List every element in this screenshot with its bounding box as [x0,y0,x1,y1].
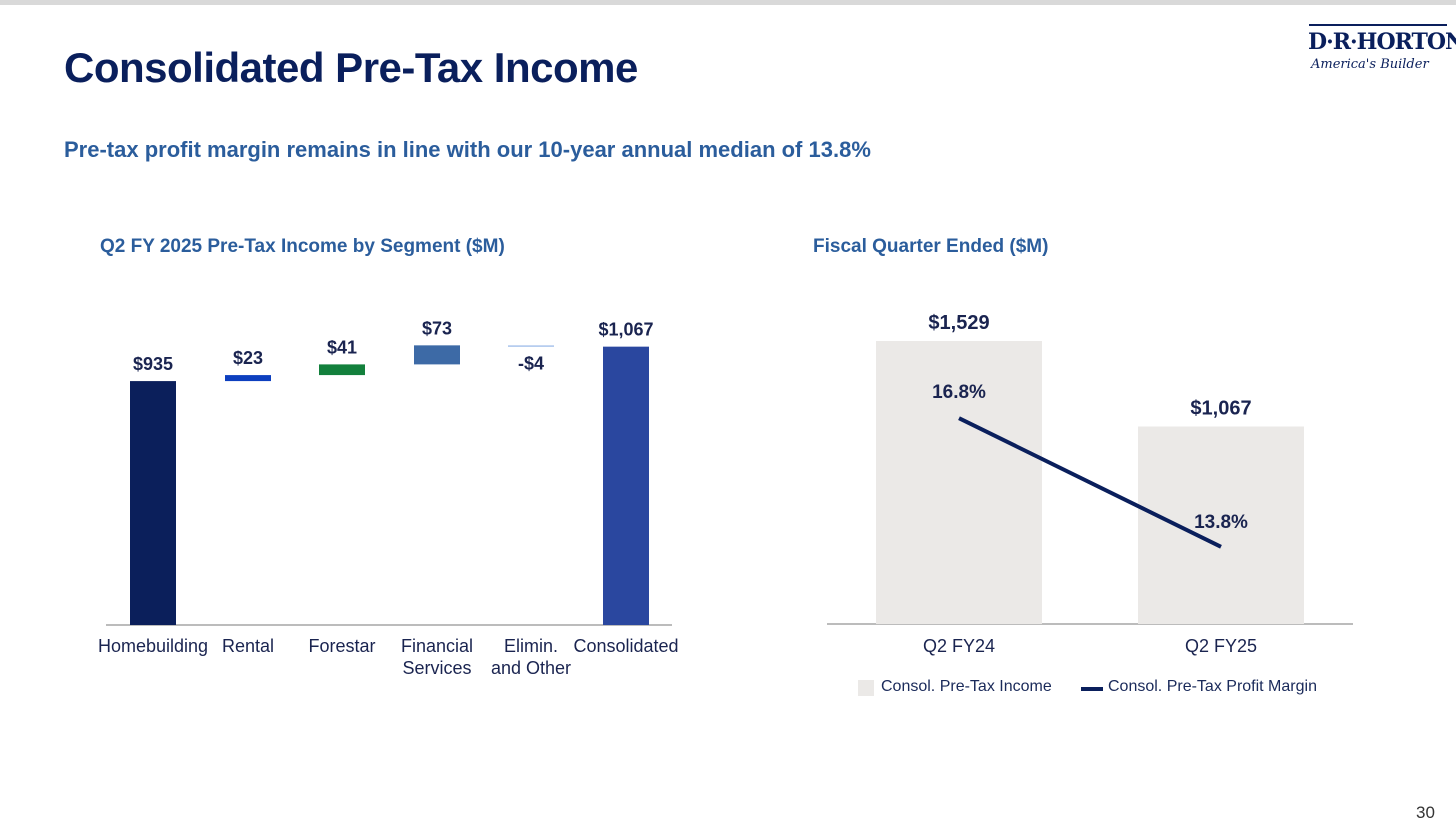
waterfall-category-label-financial_services-0: Financial [401,636,473,656]
quarter-category-label-0: Q2 FY24 [923,636,995,656]
waterfall-category-label-elimin_other-0: Elimin. [504,636,558,656]
waterfall-data-label-elimin_other: -$4 [518,353,544,373]
waterfall-category-label-consolidated-0: Consolidated [573,636,678,656]
waterfall-bar-forestar [319,364,365,376]
quarter-income-label-1: $1,067 [1190,398,1251,420]
waterfall-category-label-homebuilding-0: Homebuilding [98,636,208,656]
quarter-income-label-0: $1,529 [928,312,989,334]
waterfall-bar-consolidated [603,346,649,625]
logo-rule [1309,24,1447,26]
logo-tagline: America's Builder [1311,57,1429,72]
legend-label-income: Consol. Pre-Tax Income [881,678,1052,695]
page-number: 30 [1416,803,1435,819]
margin-data-label-0: 16.8% [932,382,986,403]
legend-swatch-income [858,680,874,696]
legend-swatch-margin [1081,687,1103,691]
waterfall-data-label-homebuilding: $935 [133,354,173,374]
waterfall-data-label-rental: $23 [233,348,263,368]
page-title: Consolidated Pre-Tax Income [64,44,638,91]
quarter-income-bar-0 [876,341,1042,624]
waterfall-category-label-rental-0: Rental [222,636,274,656]
waterfall-data-label-consolidated: $1,067 [598,320,653,340]
waterfall-bar-financial_services [414,345,460,365]
waterfall-chart-title: Q2 FY 2025 Pre-Tax Income by Segment ($M… [100,236,505,257]
waterfall-category-label-elimin_other-1: and Other [491,658,571,678]
waterfall-bar-homebuilding [130,381,176,625]
legend-label-margin: Consol. Pre-Tax Profit Margin [1108,678,1317,695]
waterfall-bar-rental [225,375,271,382]
margin-data-label-1: 13.8% [1194,512,1248,533]
waterfall-data-label-financial_services: $73 [422,318,452,338]
waterfall-category-label-forestar-0: Forestar [308,636,375,656]
quarter-category-label-1: Q2 FY25 [1185,636,1257,656]
waterfall-data-label-forestar: $41 [327,337,357,357]
margin-line [958,416,1222,549]
quarter-income-bar-1 [1138,426,1304,624]
company-logo: D·R·HORTON America's Builder [1305,24,1456,76]
quarter-chart-title: Fiscal Quarter Ended ($M) [813,236,1049,257]
waterfall-category-label-financial_services-1: Services [402,658,471,678]
top-border [0,0,1456,5]
waterfall-bar-elimin_other [508,345,554,347]
page-subtitle: Pre-tax profit margin remains in line wi… [64,137,871,162]
logo-name: D·R·HORTON [1308,29,1456,55]
